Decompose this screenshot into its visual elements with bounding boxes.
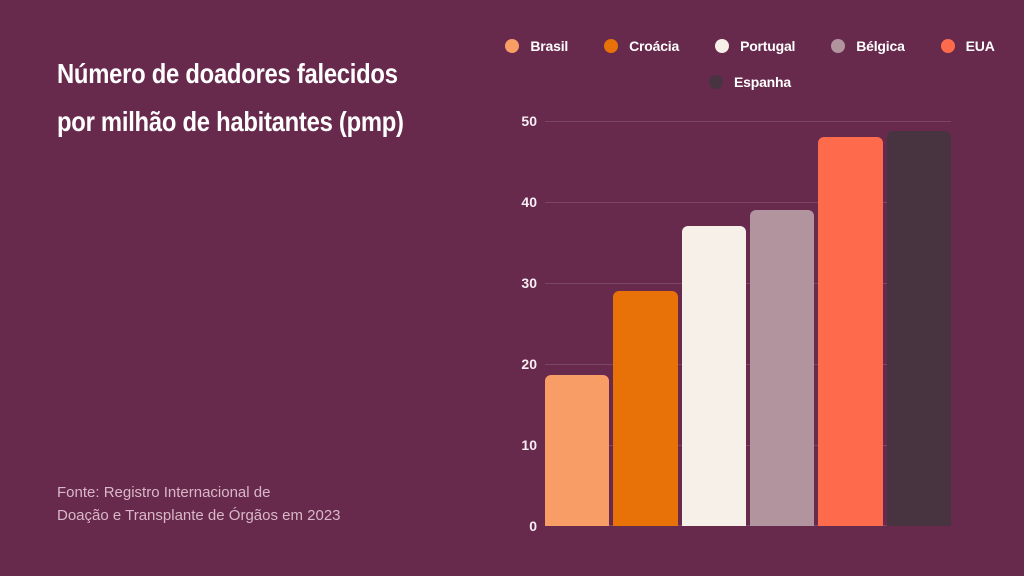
y-tick-label-0: 0 <box>529 518 537 534</box>
y-tick-label-40: 40 <box>521 194 537 210</box>
legend-dot-brasil <box>505 39 520 53</box>
legend-label-brasil: Brasil <box>530 38 569 54</box>
chart-title: Número de doadores falecidos por milhão … <box>57 50 404 146</box>
y-tick-label-30: 30 <box>521 275 537 291</box>
bar-belgica <box>749 210 815 526</box>
bar-eua <box>818 137 883 526</box>
legend-label-portugal: Portugal <box>740 38 796 54</box>
chart-legend: Brasil Croácia Portugal Bélgica EUA Espanha <box>505 38 995 110</box>
gridline-10 <box>545 445 951 446</box>
chart-title-line-1: Número de doadores falecidos <box>57 58 398 89</box>
plot-area <box>545 121 951 526</box>
legend-dot-belgica <box>831 39 846 53</box>
legend-dot-portugal <box>715 39 730 53</box>
legend-row: Espanha <box>515 74 985 90</box>
gridline-0 <box>545 525 951 526</box>
legend-label-croacia: Croácia <box>629 38 680 54</box>
legend-dot-eua <box>940 39 955 53</box>
legend-dot-espanha <box>709 75 724 89</box>
y-tick-label-50: 50 <box>521 113 537 129</box>
bar-portugal <box>681 226 746 526</box>
gridline-30 <box>545 283 951 284</box>
legend-item-croacia: Croácia <box>604 38 679 54</box>
legend-dot-croacia <box>604 39 619 53</box>
gridline-40 <box>545 202 951 203</box>
legend-item-belgica: Bélgica <box>831 38 905 54</box>
gridlines <box>545 121 951 526</box>
y-tick-label-10: 10 <box>521 437 537 453</box>
bar-brasil <box>545 375 610 526</box>
source-note-line-1: Fonte: Registro Internacional de <box>57 484 271 501</box>
legend-item-portugal: Portugal <box>715 38 795 54</box>
y-axis-ticks: 0 10 20 30 40 50 <box>495 113 537 534</box>
legend-label-eua: EUA <box>965 38 995 54</box>
bar-espanha <box>886 130 951 526</box>
chart-title-line-2: por milhão de habitantes (pmp) <box>57 106 404 137</box>
gridline-50 <box>545 121 951 122</box>
legend-item-brasil: Brasil <box>505 38 568 54</box>
legend-item-espanha: Espanha <box>709 74 791 90</box>
legend-row: Brasil Croácia Portugal Bélgica EUA <box>505 38 995 54</box>
legend-item-eua: EUA <box>940 38 995 54</box>
bar-croacia <box>613 291 678 526</box>
legend-label-belgica: Bélgica <box>856 38 905 54</box>
bars-group <box>545 121 951 526</box>
gridline-20 <box>545 364 951 365</box>
source-note: Fonte: Registro Internacional de Doação … <box>57 481 341 527</box>
legend-label-espanha: Espanha <box>734 74 791 90</box>
source-note-line-2: Doação e Transplante de Órgãos em 2023 <box>57 507 341 524</box>
y-tick-label-20: 20 <box>521 356 537 372</box>
